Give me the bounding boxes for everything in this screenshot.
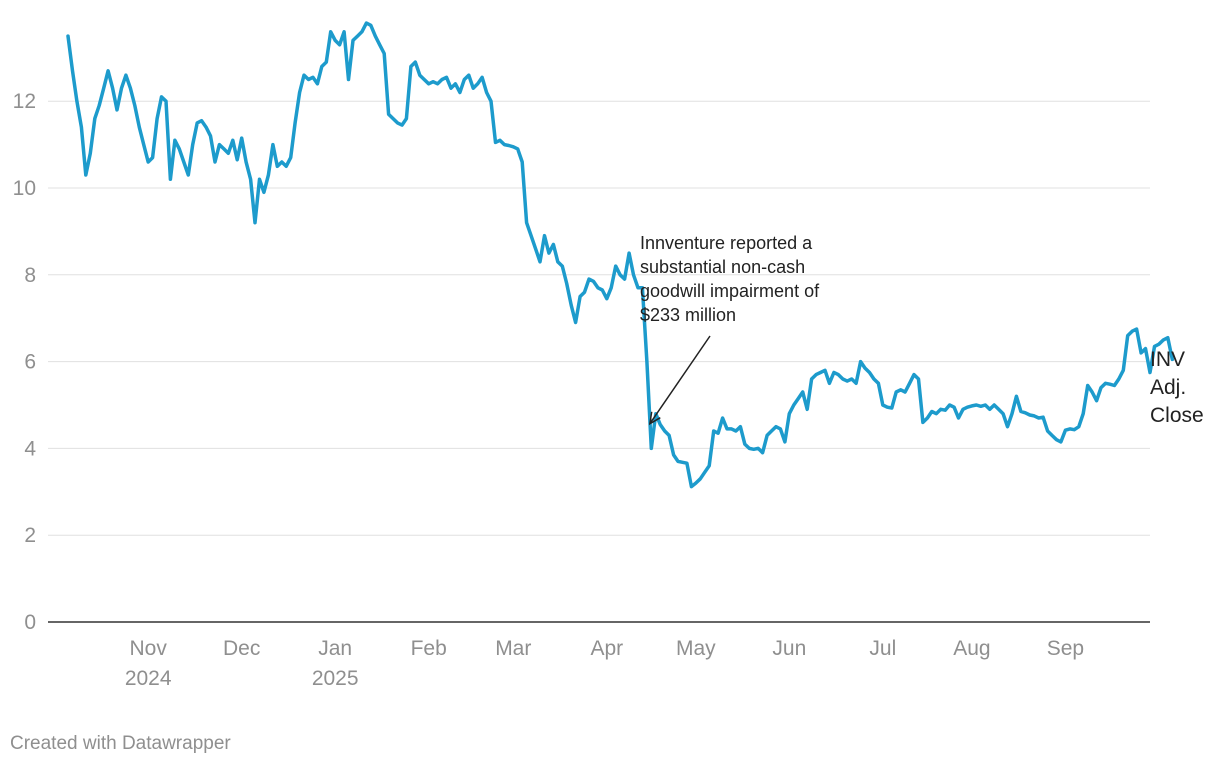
series-label: INV Adj. Close bbox=[1150, 348, 1204, 427]
gridlines bbox=[48, 100, 1150, 623]
x-tick-label: Sep bbox=[1047, 637, 1084, 660]
y-axis-ticks: 0 2 4 6 8 10 12 bbox=[13, 90, 37, 634]
series-label-line: INV bbox=[1150, 348, 1185, 371]
y-tick-label: 6 bbox=[24, 351, 36, 374]
annotation-text-line: goodwill impairment of bbox=[640, 281, 820, 301]
y-tick-label: 2 bbox=[24, 524, 36, 547]
annotation-arrow-head bbox=[648, 411, 661, 426]
x-tick-label: Aug bbox=[953, 637, 990, 660]
x-tick-label: Jun bbox=[772, 637, 806, 660]
y-tick-label: 12 bbox=[13, 90, 36, 113]
y-tick-label: 0 bbox=[24, 611, 36, 634]
annotation: Innventure reported a substantial non-cas… bbox=[640, 233, 820, 426]
x-tick-label: 2025 bbox=[312, 667, 359, 690]
x-tick-label: May bbox=[676, 637, 716, 660]
series-label-line: Adj. bbox=[1150, 376, 1186, 399]
x-tick-label: Apr bbox=[590, 637, 623, 660]
credit-text: Created with Datawrapper bbox=[10, 733, 231, 754]
y-tick-label: 10 bbox=[13, 177, 36, 200]
series-label-line: Close bbox=[1150, 404, 1204, 427]
x-tick-label: Mar bbox=[495, 637, 531, 660]
x-axis-ticks: Nov 2024 Dec Jan 2025 Feb Mar Apr May Jun Jul Aug Se… bbox=[125, 637, 1084, 690]
annotation-arrow bbox=[649, 335, 711, 425]
x-tick-label: Jul bbox=[869, 637, 896, 660]
y-tick-label: 8 bbox=[24, 264, 36, 287]
annotation-text-line: substantial non-cash bbox=[640, 257, 805, 277]
x-tick-label: Feb bbox=[411, 637, 447, 660]
annotation-text-line: Innventure reported a bbox=[640, 233, 813, 253]
x-tick-label: Dec bbox=[223, 637, 260, 660]
x-tick-label: Nov bbox=[130, 637, 168, 660]
y-tick-label: 4 bbox=[24, 437, 36, 460]
inv-adj-close-line bbox=[66, 21, 1175, 489]
x-tick-label: 2024 bbox=[125, 667, 172, 690]
annotation-text-line: $233 million bbox=[640, 305, 736, 325]
x-tick-label: Jan bbox=[318, 637, 352, 660]
